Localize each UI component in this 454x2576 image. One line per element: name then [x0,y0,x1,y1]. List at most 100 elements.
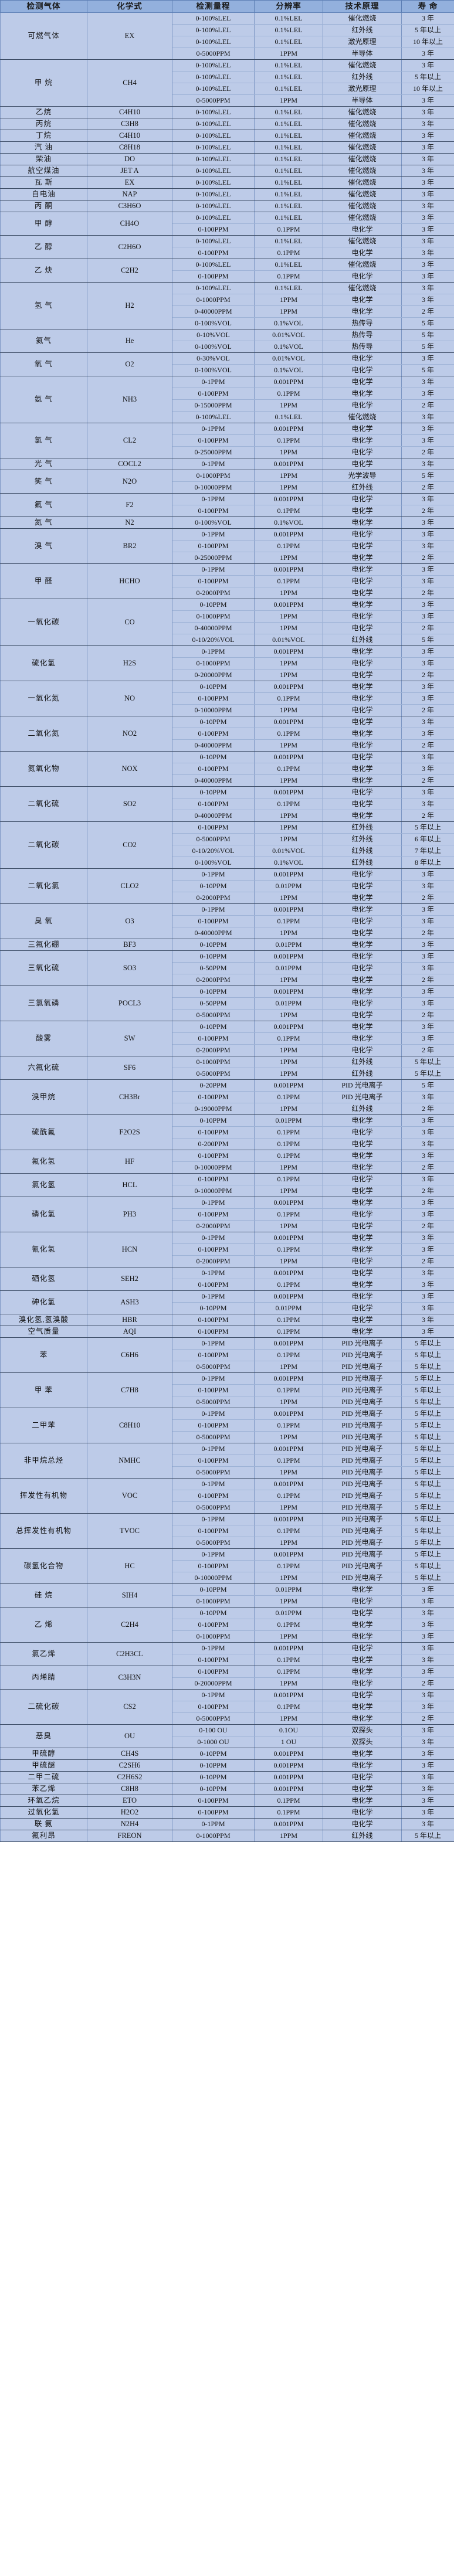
table-row: 0-40000PPM 1PPM 电化学 2 年 [1,622,454,634]
technology-principle-cell: 红外线 [323,1103,402,1115]
lifetime-cell: 3 年 [401,270,454,283]
technology-principle-cell: 催化燃烧 [323,188,402,200]
lifetime-cell: 3 年 [401,1619,454,1631]
table-row: 0-100PPM 0.1PPM 电化学 3 年 [1,388,454,400]
detection-range-cell: 0-100PPM [172,728,255,740]
gas-name-cell: 丁烷 [0,130,87,142]
technology-principle-cell: 电化学 [323,352,402,365]
detection-range-cell: 0-5000PPM [172,1009,255,1021]
resolution-cell: 1PPM [254,305,323,318]
table-row: 氦气 He 0-10%VOL 0.01%VOL 热传导 5 年 [0,329,454,353]
technology-principle-cell: PID 光电离子 [323,1408,402,1420]
technology-principle-cell: PID 光电离子 [323,1384,402,1396]
gas-name-cell: 氢 气 [0,282,87,329]
resolution-cell: 1PPM [254,1830,323,1842]
resolution-cell: 1PPM [254,1044,323,1056]
table-row: 恶臭 OU 0-100 OU 0.1OU 双探头 3 年 [0,1724,454,1748]
technology-principle-cell: 红外线 [323,1830,402,1842]
resolution-cell: 0.001PPM [254,1408,323,1420]
table-row: 0-5000PPM 1PPM PID 光电离子 5 年以上 [1,1501,454,1514]
resolution-cell: 0.1%LEL [254,24,323,36]
lifetime-cell: 2 年 [401,622,454,634]
detection-range-cell: 0-100PPM [172,1126,255,1139]
gas-name-cell: 氦气 [0,329,87,353]
table-row: 硫化氢 H2S 0-1PPM 0.001PPM 电化学 3 年 [0,645,454,681]
resolution-cell: 0.001PPM [254,1290,323,1303]
chemical-formula-cell: H2O2 [87,1806,172,1819]
technology-principle-cell: 红外线 [323,833,402,845]
technology-principle-cell: PID 光电离子 [323,1419,402,1432]
lifetime-cell: 2 年 [401,505,454,517]
resolution-cell: 1PPM [254,294,323,306]
technology-principle-cell: 电化学 [323,1267,402,1279]
detection-range-cell: 0-10/20%VOL [172,845,255,857]
detection-range-cell: 0-100PPM [172,1032,255,1045]
gas-name-cell: 联 氨 [0,1818,87,1830]
lifetime-cell: 3 年 [401,376,454,388]
detection-range-cell: 0-100PPM [172,1666,255,1678]
gas-name-cell: 二氧化碳 [0,821,87,869]
technology-principle-cell: 电化学 [323,1255,402,1267]
chemical-formula-cell: F2O2S [87,1114,172,1150]
technology-principle-cell: 电化学 [323,962,402,974]
chemical-formula-cell: ASH3 [87,1290,172,1314]
resolution-cell: 0.1PPM [254,1806,323,1819]
technology-principle-cell: 电化学 [323,1771,402,1783]
detection-range-cell: 0-100%LEL [172,165,255,177]
gas-name-cell: 乙 炔 [0,259,87,283]
detection-range-cell: 0-100%LEL [172,200,255,212]
technology-principle-cell: 电化学 [323,1712,402,1725]
resolution-cell: 1PPM [254,669,323,681]
resolution-cell: 1PPM [254,1630,323,1643]
resolution-cell: 0.1%LEL [254,176,323,189]
resolution-cell: 1PPM [254,810,323,822]
table-row: 硫酰氟 F2O2S 0-10PPM 0.01PPM 电化学 3 年 [0,1114,454,1150]
detection-range-cell: 0-1PPM [172,1337,255,1350]
lifetime-cell: 3 年 [401,1197,454,1209]
resolution-cell: 0.001PPM [254,1443,323,1455]
gas-name-cell: 甲 醇 [0,212,87,236]
table-row: 0-100%VOL 0.1%VOL 热传导 5 年 [1,341,454,353]
table-row: 0-1000PPM 1PPM 电化学 3 年 [1,1630,454,1643]
resolution-cell: 0.1%LEL [254,36,323,48]
lifetime-cell: 3 年 [401,59,454,72]
lifetime-cell: 3 年 [401,1795,454,1807]
table-row: 0-10000PPM 1PPM PID 光电离子 5 年以上 [1,1572,454,1584]
lifetime-cell: 3 年 [401,1818,454,1830]
technology-principle-cell: 电化学 [323,774,402,787]
lifetime-cell: 5 年以上 [401,1372,454,1385]
lifetime-cell: 3 年 [401,1267,454,1279]
resolution-cell: 0.001PPM [254,950,323,963]
table-row: 二氧化碳 CO2 0-100PPM 1PPM 红外线 5 年以上 [0,821,454,869]
lifetime-cell: 7 年以上 [401,845,454,857]
chemical-formula-cell: O3 [87,903,172,939]
lifetime-cell: 5 年以上 [401,1478,454,1490]
detection-range-cell: 0-1000PPM [172,1595,255,1608]
resolution-cell: 0.1PPM [254,247,323,259]
lifetime-cell: 3 年 [401,1806,454,1819]
lifetime-cell: 3 年 [401,1689,454,1701]
resolution-cell: 0.001PPM [254,599,323,611]
technology-principle-cell: 电化学 [323,692,402,705]
lifetime-cell: 3 年 [401,223,454,236]
detection-range-cell: 0-10/20%VOL [172,634,255,646]
lifetime-cell: 3 年 [401,1021,454,1033]
lifetime-cell: 3 年 [401,423,454,435]
lifetime-cell: 3 年 [401,728,454,740]
detection-range-cell: 0-100PPM [172,1525,255,1537]
lifetime-cell: 2 年 [401,739,454,752]
lifetime-cell: 3 年 [401,200,454,212]
resolution-cell: 0.1%LEL [254,106,323,118]
detection-range-cell: 0-10PPM [172,1771,255,1783]
technology-principle-cell: 电化学 [323,1818,402,1830]
table-row: 0-100PPM 0.1PPM 电化学 3 年 [1,1032,454,1045]
table-row: 联 氨 N2H4 0-1PPM 0.001PPM 电化学 3 年 [0,1818,454,1830]
detection-range-cell: 0-1000PPM [172,1056,255,1068]
detection-range-cell: 0-25000PPM [172,446,255,458]
column-header-range: 检测量程 [172,0,255,13]
detection-range-cell: 0-1PPM [172,1290,255,1303]
table-row: 苯 C6H6 0-1PPM 0.001PPM PID 光电离子 5 年以上 [0,1337,454,1373]
chemical-formula-cell: N2 [87,516,172,529]
table-row: 环氧乙烷 ETO 0-100PPM 0.1PPM 电化学 3 年 [0,1795,454,1807]
lifetime-cell: 3 年 [401,1583,454,1596]
